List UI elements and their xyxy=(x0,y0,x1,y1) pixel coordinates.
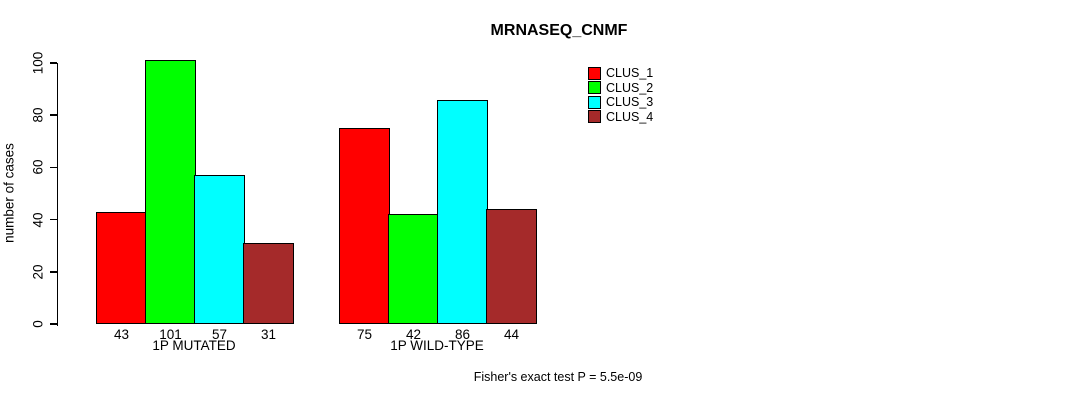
y-tick-label: 100 xyxy=(30,51,46,75)
legend-label: CLUS_3 xyxy=(606,95,654,109)
x-group-label: 1P WILD-TYPE xyxy=(390,338,484,353)
legend-swatch-clus_1 xyxy=(588,66,601,80)
legend-item: CLUS_3 xyxy=(588,95,653,109)
legend-swatch-clus_2 xyxy=(588,81,601,94)
bar-value-label: 43 xyxy=(113,327,130,342)
y-axis-tick xyxy=(50,271,57,273)
bar-value-label: 57 xyxy=(211,327,228,342)
bar-clus_3 xyxy=(437,99,488,324)
bar-value-label: 42 xyxy=(405,327,422,342)
bar-value-label: 31 xyxy=(260,327,277,342)
bar-clus_1 xyxy=(96,211,147,324)
bar-value-label: 101 xyxy=(159,327,182,342)
y-axis-line xyxy=(56,63,58,326)
y-axis-tick xyxy=(50,166,57,169)
bar-clus_2 xyxy=(145,60,196,324)
bar-clus_4 xyxy=(486,209,537,324)
bar-clus_4 xyxy=(243,243,294,324)
bar-clus_3 xyxy=(194,175,245,324)
y-tick-label: 60 xyxy=(30,159,46,175)
bar-value-label: 44 xyxy=(503,327,520,342)
bar-value-label: 86 xyxy=(454,327,471,342)
y-tick-label: 0 xyxy=(30,320,46,328)
legend-swatch-clus_3 xyxy=(588,95,601,109)
legend-label: CLUS_4 xyxy=(606,109,654,124)
bar-clus_1 xyxy=(339,128,390,324)
y-tick-label: 20 xyxy=(30,264,46,280)
legend-label: CLUS_1 xyxy=(606,66,654,80)
legend-swatch-clus_4 xyxy=(588,110,601,123)
fisher-test-annotation: Fisher's exact test P = 5.5e-09 xyxy=(473,370,643,384)
y-axis-tick xyxy=(50,218,57,221)
y-axis-label: number of cases xyxy=(1,143,17,243)
y-tick-label: 80 xyxy=(30,107,46,123)
legend: CLUS_1 CLUS_2 CLUS_3 CLUS_4 xyxy=(588,66,698,128)
y-axis-tick xyxy=(50,323,57,325)
x-group-label: 1P MUTATED xyxy=(152,338,236,353)
bar-value-label: 75 xyxy=(356,327,373,342)
legend-item: CLUS_1 xyxy=(588,66,653,80)
legend-item: CLUS_2 xyxy=(588,81,653,95)
legend-label: CLUS_2 xyxy=(606,80,654,95)
y-tick-label: 40 xyxy=(30,212,46,228)
y-axis-tick xyxy=(50,114,57,116)
chart-title: MRNASEQ_CNMF xyxy=(490,22,628,39)
legend-item: CLUS_4 xyxy=(588,110,653,124)
y-axis-tick xyxy=(50,62,57,64)
bar-clus_2 xyxy=(388,214,439,324)
